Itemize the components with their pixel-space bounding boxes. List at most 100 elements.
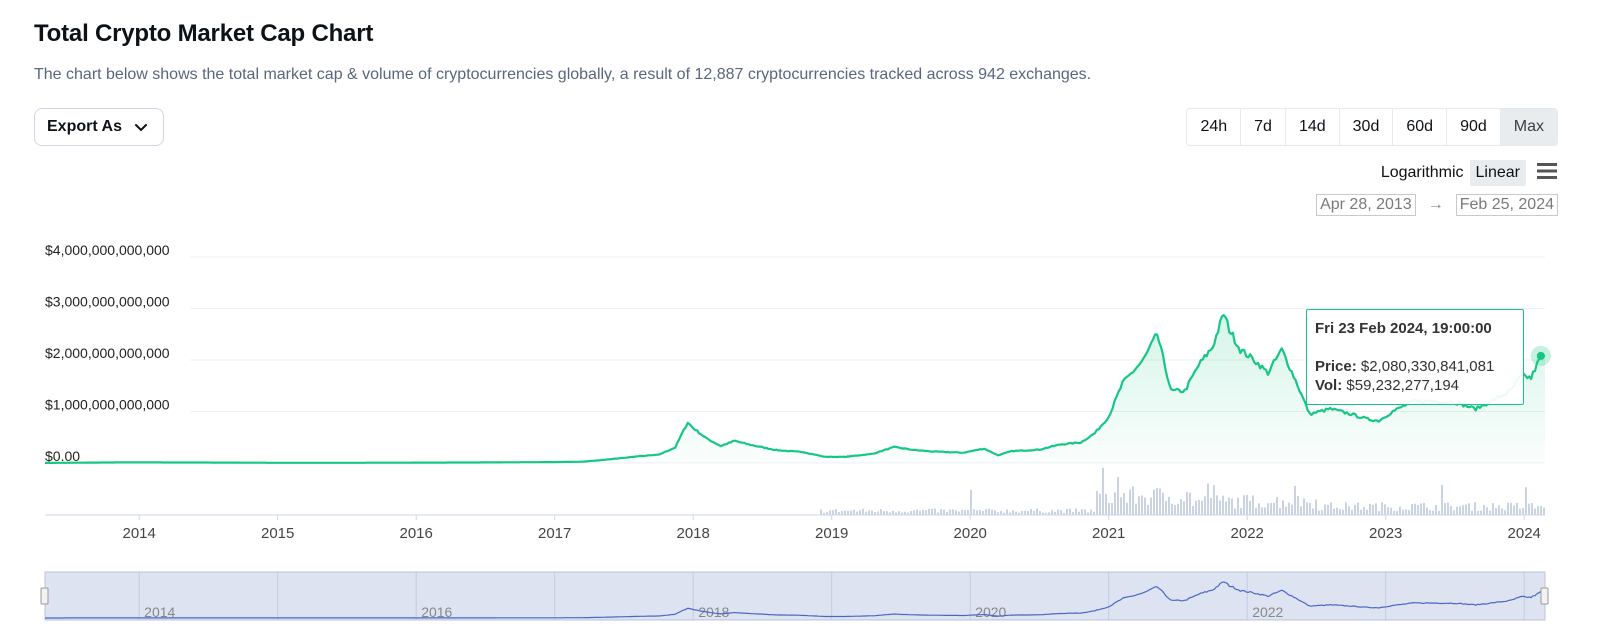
- volume-bar: [1045, 512, 1047, 515]
- navigator-tick-label: 2022: [1252, 604, 1283, 620]
- range-button-14d[interactable]: 14d: [1285, 109, 1340, 145]
- volume-bar: [1069, 508, 1071, 515]
- volume-bar: [1417, 504, 1419, 515]
- volume-bar: [1111, 503, 1113, 515]
- hover-point: [1536, 351, 1545, 360]
- volume-bar: [910, 511, 912, 515]
- volume-bar: [862, 508, 864, 515]
- volume-bar: [1276, 497, 1278, 515]
- volume-bar: [1357, 502, 1359, 515]
- volume-bar: [1024, 510, 1026, 515]
- volume-bar: [1135, 503, 1137, 515]
- volume-bar: [1063, 512, 1065, 515]
- volume-bar: [1537, 506, 1539, 515]
- volume-bar: [1333, 508, 1335, 515]
- volume-bar: [1039, 511, 1041, 515]
- volume-bar: [1318, 510, 1320, 515]
- volume-bar: [1459, 506, 1461, 515]
- y-tick-label: $2,000,000,000,000: [45, 345, 170, 361]
- volume-bar: [865, 511, 867, 515]
- volume-bar: [1117, 477, 1119, 515]
- range-button-60d[interactable]: 60d: [1393, 109, 1448, 145]
- volume-bar: [1243, 495, 1245, 515]
- volume-bar: [1285, 506, 1287, 515]
- range-button-7d[interactable]: 7d: [1241, 109, 1286, 145]
- volume-bar: [1180, 499, 1182, 515]
- volume-bar: [985, 509, 987, 515]
- volume-bar: [1294, 485, 1296, 515]
- volume-bar: [907, 512, 909, 515]
- linear-button[interactable]: Linear: [1469, 160, 1526, 186]
- volume-bar: [1081, 509, 1083, 515]
- volume-bar: [1270, 502, 1272, 515]
- chart-tooltip: Fri 23 Feb 2024, 19:00:00 Price: $2,080,…: [1306, 309, 1524, 405]
- volume-bar: [1441, 484, 1443, 515]
- volume-bar: [1525, 487, 1527, 515]
- volume-bar: [1102, 467, 1104, 515]
- volume-bar: [1141, 495, 1143, 515]
- volume-bar: [1006, 509, 1008, 515]
- volume-bar: [1234, 508, 1236, 515]
- tooltip-price-label: Price:: [1315, 358, 1357, 375]
- volume-bar: [1237, 497, 1239, 515]
- volume-bar: [1342, 509, 1344, 515]
- volume-bar: [1390, 507, 1392, 515]
- volume-bar: [1078, 511, 1080, 515]
- export-as-button[interactable]: Export As: [34, 108, 164, 146]
- navigator-handle[interactable]: [40, 587, 49, 605]
- market-cap-chart: $0.00 $1,000,000,000,000 $2,000,000,000,00…: [40, 242, 1551, 621]
- tooltip-vol-row: Vol: $59,232,277,194: [1315, 376, 1515, 395]
- volume-bar: [1054, 511, 1056, 515]
- volume-bar: [1363, 506, 1365, 515]
- volume-bar: [1072, 512, 1074, 515]
- volume-bar: [868, 510, 870, 515]
- volume-bar: [1336, 507, 1338, 515]
- volume-bar: [1264, 507, 1266, 515]
- time-range-selector: 24h 7d 14d 30d 60d 90d Max: [1186, 108, 1558, 146]
- volume-bar: [1192, 506, 1194, 515]
- logarithmic-button[interactable]: Logarithmic: [1380, 164, 1464, 181]
- scale-toggle: Logarithmic Linear: [1375, 158, 1558, 188]
- volume-bar: [1516, 502, 1518, 515]
- range-button-30d[interactable]: 30d: [1339, 109, 1394, 145]
- volume-bar: [1066, 508, 1068, 515]
- volume-bar: [1225, 501, 1227, 515]
- range-button-max[interactable]: Max: [1500, 109, 1557, 145]
- volume-bar: [1477, 510, 1479, 515]
- volume-bar: [1384, 504, 1386, 515]
- date-to-input[interactable]: Feb 25, 2024: [1455, 194, 1558, 216]
- volume-bar: [1147, 504, 1149, 515]
- volume-bar: [1042, 512, 1044, 515]
- range-button-24h[interactable]: 24h: [1187, 109, 1242, 145]
- y-tick-label: $4,000,000,000,000: [45, 242, 170, 258]
- volume-bar: [1426, 507, 1428, 515]
- volume-bar: [925, 510, 927, 515]
- volume-bar: [976, 510, 978, 515]
- volume-bar: [1231, 498, 1233, 515]
- date-from-input[interactable]: Apr 28, 2013: [1316, 194, 1416, 216]
- volume-bar: [928, 508, 930, 515]
- hamburger-menu-icon[interactable]: [1536, 162, 1558, 180]
- volume-bar: [901, 512, 903, 515]
- volume-bar: [1360, 509, 1362, 515]
- volume-bar: [1474, 502, 1476, 515]
- navigator-tick-label: 2020: [975, 604, 1006, 620]
- x-tick-label: 2017: [538, 525, 571, 542]
- volume-bar: [1213, 485, 1215, 515]
- volume-bar: [1351, 509, 1353, 515]
- volume-bar: [1177, 503, 1179, 515]
- range-navigator[interactable]: 2014 2016 2018 2020 2022: [40, 571, 1549, 621]
- volume-bar: [1075, 508, 1077, 515]
- volume-bar: [1402, 509, 1404, 515]
- volume-bar: [1327, 504, 1329, 515]
- volume-bar: [1486, 507, 1488, 515]
- volume-bar: [832, 510, 834, 515]
- volume-bar: [991, 509, 993, 515]
- navigator-handle[interactable]: [1540, 587, 1549, 605]
- x-tick-label: 2023: [1369, 525, 1402, 542]
- volume-bar: [1000, 510, 1002, 515]
- range-button-90d[interactable]: 90d: [1447, 109, 1501, 145]
- volume-bar: [943, 509, 945, 515]
- navigator-tick-label: 2014: [144, 604, 175, 620]
- volume-bar: [1186, 492, 1188, 515]
